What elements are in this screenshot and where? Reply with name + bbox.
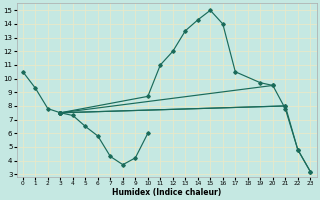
X-axis label: Humidex (Indice chaleur): Humidex (Indice chaleur) xyxy=(112,188,221,197)
